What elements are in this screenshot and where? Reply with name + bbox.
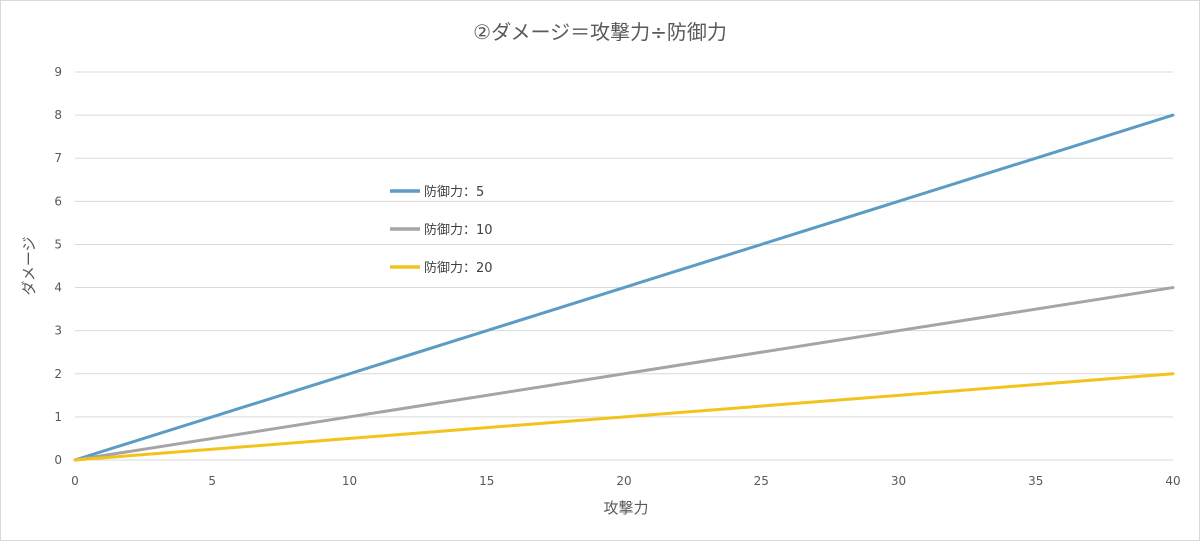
x-tick-label: 20 xyxy=(616,474,631,488)
legend-label-1: 防御力：5 xyxy=(424,184,484,200)
x-tick-label: 5 xyxy=(208,474,216,488)
x-tick-label: 15 xyxy=(479,474,494,488)
legend-label-2: 防御力：10 xyxy=(424,222,493,238)
legend: 防御力：5 防御力：10 防御力：20 xyxy=(390,184,493,276)
gridlines xyxy=(75,71,1173,461)
y-tick-label: 2 xyxy=(54,367,62,381)
chart-title: ②ダメージ＝攻撃力÷防御力 xyxy=(473,20,727,44)
y-tick-label: 1 xyxy=(54,410,62,424)
y-tick-label: 3 xyxy=(54,324,62,338)
series-lines xyxy=(73,113,1175,462)
y-tick-label: 0 xyxy=(54,453,62,467)
x-tick-label: 30 xyxy=(891,474,906,488)
x-tick-label: 35 xyxy=(1028,474,1043,488)
y-tick-label: 6 xyxy=(54,194,62,208)
y-tick-label: 9 xyxy=(54,65,62,79)
y-axis-ticks: 0 1 2 3 4 5 6 7 8 9 xyxy=(54,65,62,467)
y-tick-label: 5 xyxy=(54,237,62,251)
x-tick-label: 0 xyxy=(71,474,79,488)
x-axis-ticks: 0 5 10 15 20 25 30 35 40 xyxy=(71,474,1180,488)
legend-label-3: 防御力：20 xyxy=(424,260,493,276)
y-tick-label: 8 xyxy=(54,108,62,122)
y-tick-label: 4 xyxy=(54,281,62,295)
series-line-1 xyxy=(73,113,1175,462)
y-tick-label: 7 xyxy=(54,151,62,165)
series-line-2 xyxy=(73,286,1175,462)
y-axis-title: ダメージ xyxy=(20,236,38,295)
series-line-3 xyxy=(73,372,1175,462)
x-axis-title: 攻撃力 xyxy=(603,499,648,517)
x-tick-label: 10 xyxy=(342,474,357,488)
x-tick-label: 40 xyxy=(1165,474,1180,488)
x-tick-label: 25 xyxy=(754,474,769,488)
